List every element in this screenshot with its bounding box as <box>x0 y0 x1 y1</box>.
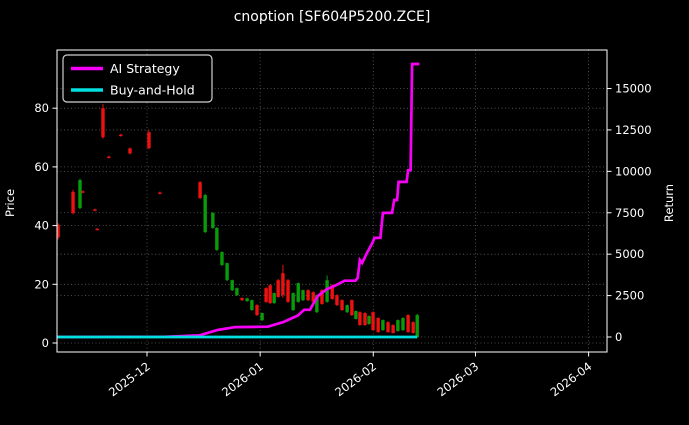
candle-down <box>119 134 123 137</box>
candle-down <box>107 156 111 159</box>
candle-up <box>225 263 229 281</box>
candle-up <box>211 212 215 228</box>
candle-down <box>93 209 97 211</box>
plot-frame <box>56 49 608 353</box>
candle-down <box>57 225 60 238</box>
candle-down <box>311 292 315 302</box>
candle-down <box>330 285 334 299</box>
candle-down <box>340 300 344 311</box>
candle-down <box>281 273 285 296</box>
candle-down <box>406 315 410 333</box>
candle-up <box>245 298 249 302</box>
candle-down <box>376 318 380 333</box>
candle-up <box>203 195 207 233</box>
candle-up <box>301 290 305 301</box>
candle-down <box>386 322 390 333</box>
return-tick-label: 5000 <box>615 247 644 261</box>
candle-up <box>367 315 371 324</box>
candle-up <box>235 288 239 296</box>
price-tick-label: 60 <box>34 160 49 174</box>
candle-down <box>306 290 310 301</box>
candle-up <box>215 227 219 250</box>
candle-down <box>350 300 354 316</box>
price-tick-label: 80 <box>34 101 49 115</box>
candle-up <box>260 313 264 321</box>
candle-down <box>198 182 202 199</box>
chart-title: cnoption [SF604P5200.ZCE] <box>234 9 431 25</box>
legend-label-ai-strategy: AI Strategy <box>110 61 180 76</box>
candle-up <box>396 320 400 331</box>
candle-down <box>128 148 132 154</box>
candle-down <box>358 312 362 326</box>
candle-down <box>276 280 280 297</box>
candle-up <box>401 318 405 331</box>
candle-down <box>158 192 162 194</box>
candle-up <box>291 293 295 311</box>
price-tick-label: 0 <box>42 336 49 350</box>
candle-down <box>363 313 367 326</box>
return-tick-label: 7500 <box>615 206 644 220</box>
return-tick-label: 2500 <box>615 289 644 303</box>
candle-down <box>286 280 290 302</box>
candle-up <box>345 305 349 313</box>
candle-up <box>220 252 224 265</box>
return-tick-label: 12500 <box>615 123 652 137</box>
candle-down <box>71 191 75 213</box>
line-series-layer <box>57 62 420 339</box>
candle-down <box>391 325 395 334</box>
candle-up <box>415 315 419 338</box>
price-axis-label: Price <box>3 189 17 217</box>
candle-down <box>371 312 375 331</box>
candle-up <box>325 280 329 302</box>
candle-up <box>354 310 358 319</box>
candle-down <box>240 298 244 301</box>
candle-down <box>268 285 272 304</box>
candle-up <box>296 283 300 302</box>
return-axis-label: Return <box>662 184 676 222</box>
candle-up <box>250 300 254 311</box>
legend: AI Strategy Buy-and-Hold <box>62 54 213 103</box>
candle-down <box>147 132 151 149</box>
return-tick-label: 15000 <box>615 82 652 96</box>
candle-up <box>230 280 234 291</box>
candle-up <box>272 293 276 304</box>
price-tick-label: 20 <box>34 277 49 291</box>
candle-down <box>101 108 105 138</box>
candle-up <box>381 320 385 331</box>
candle-up <box>315 295 319 313</box>
candle-down <box>411 322 415 334</box>
legend-label-buy-and-hold: Buy-and-Hold <box>110 83 195 98</box>
return-tick-label: 0 <box>615 330 622 344</box>
candle-up <box>78 180 82 208</box>
return-tick-label: 10000 <box>615 164 652 178</box>
ai-strategy-line <box>57 62 420 339</box>
candle-down <box>264 288 268 302</box>
candle-down <box>320 290 324 304</box>
candle-down <box>95 228 99 231</box>
candle-down <box>81 191 85 193</box>
candlestick-series <box>57 104 419 338</box>
candle-down <box>255 305 259 316</box>
candle-down <box>335 295 339 306</box>
price-tick-label: 40 <box>34 219 49 233</box>
